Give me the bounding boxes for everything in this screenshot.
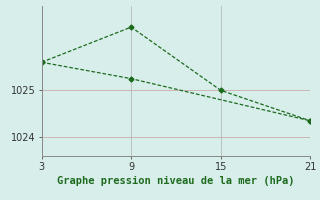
X-axis label: Graphe pression niveau de la mer (hPa): Graphe pression niveau de la mer (hPa) bbox=[57, 176, 295, 186]
